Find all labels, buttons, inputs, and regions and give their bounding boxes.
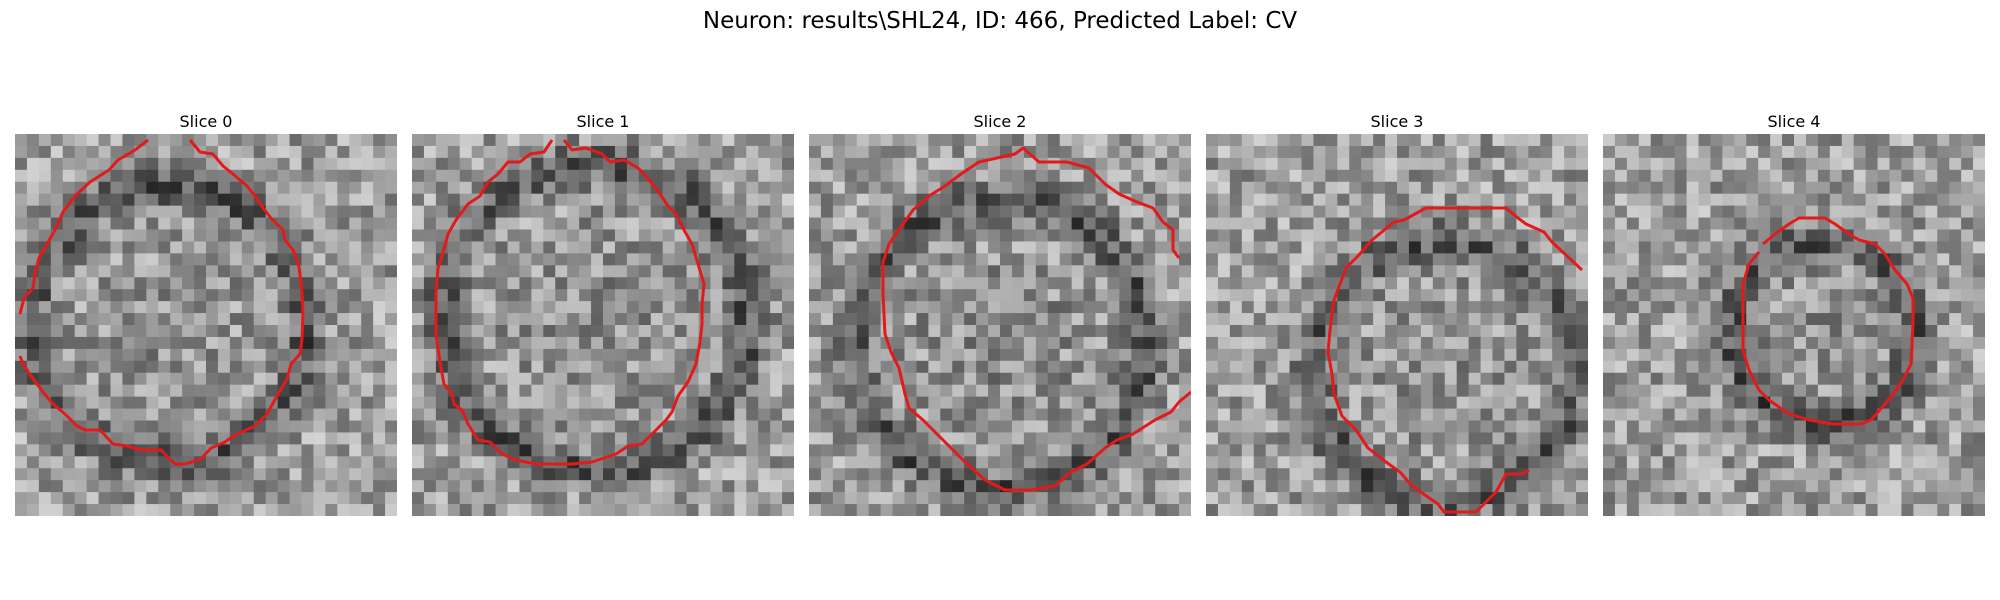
contour-line — [1741, 216, 1915, 426]
slice-panel-3: Slice 3 — [1206, 104, 1588, 544]
contour-line — [881, 146, 1191, 492]
pixel-grid — [1206, 134, 1588, 516]
slice-panel-1: Slice 1 — [412, 104, 794, 544]
figure-title: Neuron: results\SHL24, ID: 466, Predicte… — [702, 8, 1298, 34]
contour-line — [18, 138, 149, 315]
slice-title: Slice 2 — [973, 112, 1027, 131]
contour-line — [434, 139, 706, 466]
pixel-grid — [15, 134, 397, 516]
pixel-grid — [809, 134, 1191, 516]
slice-image — [15, 134, 397, 516]
slice-image — [1206, 134, 1588, 516]
pixel-grid — [1603, 134, 1985, 516]
contour-line — [1326, 206, 1584, 514]
slice-title: Slice 3 — [1370, 112, 1424, 131]
slice-panel-0: Slice 0 — [15, 104, 397, 544]
slice-title: Slice 4 — [1767, 112, 1821, 131]
contour-line — [18, 139, 305, 466]
slice-image — [1603, 134, 1985, 516]
slice-title: Slice 0 — [179, 112, 233, 131]
slice-panel-4: Slice 4 — [1603, 104, 1985, 544]
slice-panel-2: Slice 2 — [809, 104, 1191, 544]
slice-title: Slice 1 — [576, 112, 630, 131]
slice-image — [809, 134, 1191, 516]
slice-image — [412, 134, 794, 516]
